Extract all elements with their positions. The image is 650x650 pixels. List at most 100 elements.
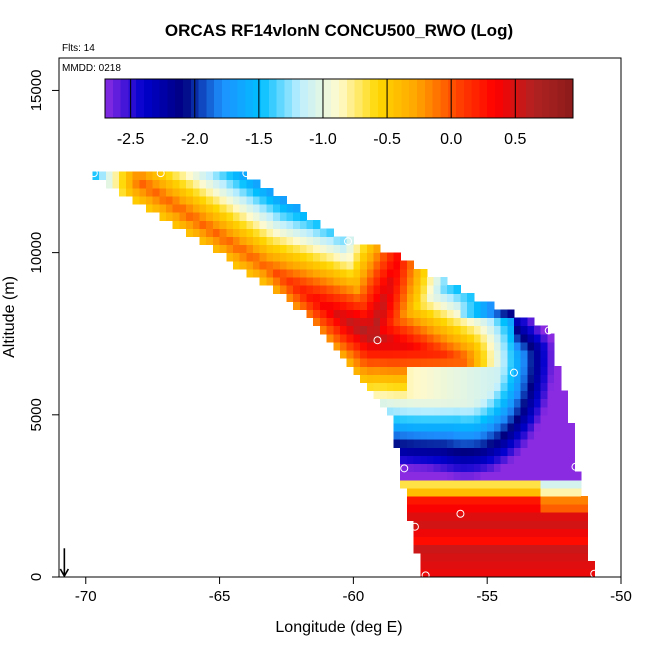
heatmap-cell bbox=[520, 349, 528, 359]
heatmap-cell bbox=[319, 244, 328, 254]
heatmap-cell bbox=[353, 325, 361, 335]
heatmap-cell bbox=[340, 285, 348, 294]
heatmap-cell bbox=[333, 244, 341, 254]
heatmap-cell bbox=[527, 455, 535, 465]
heatmap-cell bbox=[560, 495, 569, 505]
heatmap-cell bbox=[393, 374, 401, 383]
y-axis: 0 5000 10000 15000 bbox=[28, 70, 59, 581]
heatmap-cell bbox=[534, 398, 542, 408]
heatmap-cell bbox=[366, 309, 375, 319]
heatmap-cell bbox=[152, 171, 160, 181]
heatmap-cell bbox=[360, 260, 368, 270]
heatmap-cell bbox=[340, 276, 348, 286]
heatmap-cell bbox=[500, 447, 508, 456]
heatmap-cell bbox=[413, 293, 421, 302]
heatmap-cell bbox=[460, 504, 468, 513]
heatmap-cell bbox=[346, 309, 354, 319]
heatmap-cell bbox=[306, 236, 314, 246]
heatmap-cell bbox=[507, 317, 515, 327]
heatmap-cell bbox=[179, 195, 187, 205]
heatmap-cell bbox=[480, 560, 488, 570]
heatmap-cell bbox=[527, 406, 535, 416]
heatmap-cell bbox=[547, 358, 555, 367]
heatmap-cell bbox=[447, 309, 455, 319]
heatmap-cell bbox=[487, 317, 495, 327]
heatmap-cell bbox=[266, 203, 274, 213]
heatmap-cell bbox=[493, 512, 502, 521]
heatmap-cell bbox=[473, 349, 482, 359]
heatmap-cell bbox=[366, 341, 375, 351]
heatmap-cell bbox=[219, 228, 227, 238]
heatmap-cell bbox=[373, 382, 381, 392]
heatmap-cell bbox=[467, 560, 475, 570]
heatmap-cell bbox=[286, 212, 294, 221]
heatmap-cell bbox=[540, 544, 548, 554]
heatmap-cell bbox=[360, 293, 368, 302]
heatmap-cell bbox=[286, 252, 294, 262]
heatmap-cell bbox=[406, 471, 415, 481]
heatmap-cell bbox=[467, 512, 475, 521]
heatmap-cell bbox=[346, 341, 354, 351]
heatmap-cell bbox=[353, 276, 361, 286]
heatmap-cell bbox=[520, 431, 528, 440]
heatmap-cell bbox=[279, 276, 288, 286]
heatmap-cell bbox=[413, 504, 421, 513]
heatmap-cell bbox=[540, 528, 548, 538]
heatmap-cell bbox=[433, 390, 441, 400]
heatmap-cell bbox=[460, 568, 468, 577]
heatmap-cell bbox=[386, 358, 395, 367]
heatmap-cell bbox=[507, 455, 515, 465]
heatmap-cell bbox=[279, 203, 288, 213]
heatmap-cell bbox=[145, 195, 154, 205]
heatmap-cell bbox=[420, 463, 428, 473]
heatmap-cell bbox=[413, 414, 421, 424]
heatmap-cell bbox=[306, 293, 314, 302]
heatmap-cell bbox=[226, 195, 234, 205]
heatmap-cell bbox=[527, 495, 535, 505]
heatmap-cell bbox=[426, 512, 435, 521]
heatmap-cell bbox=[554, 528, 562, 538]
heatmap-cell bbox=[467, 390, 475, 400]
x-tick-label: -50 bbox=[610, 588, 632, 605]
heatmap-cell bbox=[513, 439, 522, 448]
heatmap-cell bbox=[507, 520, 515, 529]
heatmap-cell bbox=[426, 374, 435, 383]
heatmap-cell bbox=[473, 536, 482, 546]
heatmap-cell bbox=[473, 398, 482, 408]
heatmap-cell bbox=[433, 504, 441, 513]
heatmap-cell bbox=[119, 171, 127, 181]
heatmap-cell bbox=[286, 285, 294, 294]
colorbar-swatch bbox=[136, 79, 145, 118]
heatmap-cell bbox=[440, 568, 448, 577]
heatmap-cell bbox=[547, 374, 555, 383]
heatmap-cell bbox=[406, 374, 415, 383]
heatmap-cell bbox=[253, 268, 261, 278]
heatmap-cell bbox=[393, 439, 401, 448]
heatmap-cell bbox=[226, 171, 234, 181]
heatmap-cell bbox=[406, 414, 415, 424]
colorbar-swatch bbox=[557, 79, 566, 118]
heatmap-cell bbox=[467, 487, 475, 497]
heatmap-cell bbox=[540, 560, 548, 570]
heatmap-cell bbox=[440, 325, 448, 335]
heatmap-cell bbox=[152, 179, 160, 189]
heatmap-cell bbox=[507, 358, 515, 367]
heatmap-cell bbox=[487, 447, 495, 456]
heatmap-cell bbox=[226, 228, 234, 238]
heatmap-cell bbox=[166, 187, 174, 197]
heatmap-cell bbox=[333, 285, 341, 294]
heatmap-cell bbox=[259, 228, 267, 238]
heatmap-cell bbox=[206, 195, 214, 205]
heatmap-cell bbox=[480, 552, 488, 562]
colorbar-swatch bbox=[144, 79, 153, 118]
heatmap-cell bbox=[513, 382, 522, 392]
heatmap-cell bbox=[447, 471, 455, 481]
heatmap-cell bbox=[467, 358, 475, 367]
heatmap-cell bbox=[266, 187, 274, 197]
heatmap-cell bbox=[453, 317, 462, 327]
heatmap-cell bbox=[560, 447, 569, 456]
heatmap-cell bbox=[340, 309, 348, 319]
heatmap-cell bbox=[226, 179, 234, 189]
heatmap-cell bbox=[420, 374, 428, 383]
x-tick-label: -65 bbox=[209, 588, 231, 605]
